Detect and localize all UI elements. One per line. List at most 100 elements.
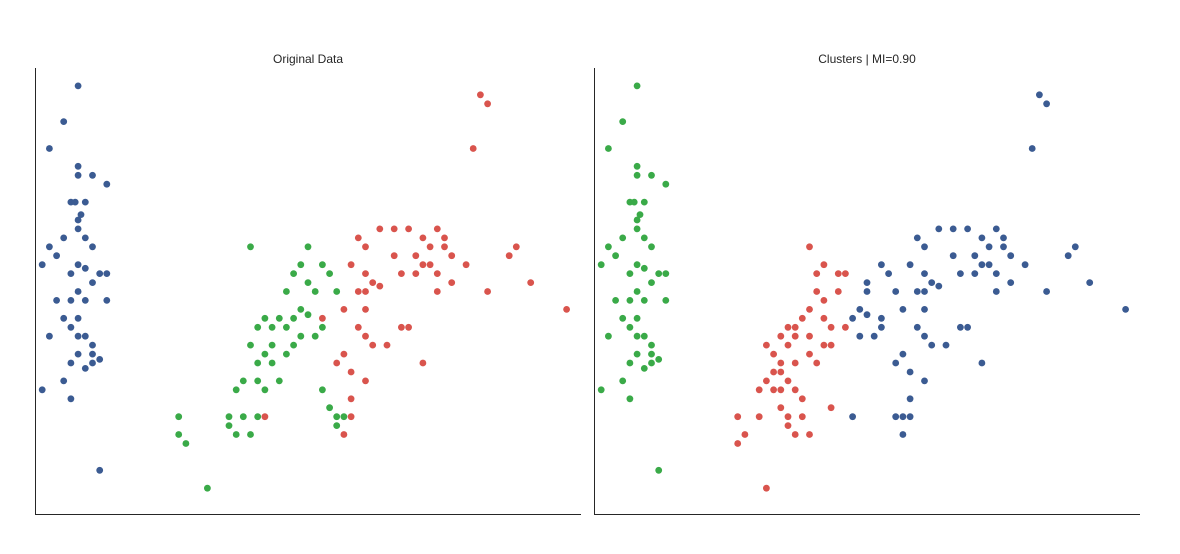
green-data-point [648,341,655,349]
blue-data-point [96,270,104,277]
blue-data-point [985,243,993,251]
red-data-point [448,279,456,286]
red-data-point [791,386,799,394]
red-data-point [376,282,384,290]
red-data-point [806,243,813,251]
green-data-point [633,288,641,295]
blue-data-point [81,365,89,372]
red-data-point [791,323,799,331]
blue-data-point [74,288,82,295]
blue-data-point [957,323,964,331]
blue-data-point [899,431,907,438]
blue-data-point [992,225,1000,233]
green-data-point [319,323,326,331]
red-data-point [820,297,828,304]
green-data-point [626,323,634,331]
red-data-point [398,323,405,331]
red-data-point [390,225,398,233]
red-data-point [362,243,369,251]
blue-data-point [46,332,53,340]
green-data-point [261,386,269,394]
green-data-point [304,311,312,319]
red-data-point [820,261,828,269]
green-data-point [662,270,670,277]
green-data-point [633,332,641,340]
blue-data-point [1000,234,1007,242]
blue-data-point [978,359,986,367]
scatter-plot-clusters [594,68,1140,515]
green-data-point [605,332,612,340]
green-data-point [326,404,333,412]
green-data-point [630,198,638,206]
blue-data-point [849,413,856,421]
red-data-point [784,341,792,349]
blue-data-point [949,225,957,233]
green-data-point [633,261,641,269]
blue-data-point [928,279,936,286]
green-data-point [655,270,663,277]
blue-data-point [89,243,96,251]
green-data-point [633,314,641,322]
blue-data-point [81,264,89,272]
blue-data-point [1007,279,1015,286]
green-data-point [605,145,612,152]
blue-data-point [81,297,89,304]
red-data-point [426,243,434,251]
blue-data-point [913,288,921,295]
blue-data-point [906,395,914,403]
red-data-point [362,332,369,340]
blue-data-point [921,288,928,295]
blue-data-point [1036,91,1043,99]
red-data-point [441,234,448,242]
red-data-point [763,484,770,492]
red-data-point [755,413,763,421]
green-data-point [626,395,634,403]
blue-data-point [885,270,892,277]
blue-data-point [1021,261,1029,269]
green-data-point [340,413,348,421]
red-data-point [770,368,777,376]
blue-data-point [878,314,885,322]
blue-data-point [77,211,85,219]
blue-data-point [74,261,82,269]
green-data-point [261,350,269,358]
blue-data-point [81,332,89,340]
green-data-point [239,377,247,385]
scatter-panel-original: Original Data [35,50,581,515]
blue-data-point [1000,243,1007,251]
red-data-point [261,413,269,421]
blue-data-point [46,243,53,251]
chart-title: Original Data [272,52,344,66]
green-data-point [612,297,619,304]
blue-data-point [906,261,914,269]
scatter-plot-original [35,68,581,515]
red-data-point [398,270,405,277]
green-data-point [633,171,641,179]
green-data-point [633,225,641,233]
red-data-point [354,323,362,331]
red-data-point [340,306,348,313]
blue-data-point [921,270,928,277]
red-data-point [376,225,384,233]
green-data-point [175,431,183,438]
red-data-point [484,100,491,108]
blue-data-point [38,261,46,269]
blue-data-point [103,297,111,304]
blue-data-point [878,261,885,269]
blue-data-point [81,234,89,242]
blue-data-point [1028,145,1036,152]
red-data-point [813,359,821,367]
blue-data-point [878,323,885,331]
green-data-point [640,297,648,304]
blue-data-point [899,306,907,313]
green-data-point [633,216,641,224]
red-data-point [820,314,828,322]
blue-data-point [921,243,928,251]
blue-data-point [928,341,936,349]
blue-data-point [863,311,871,319]
red-data-point [755,386,763,394]
blue-data-point [74,314,82,322]
blue-data-point [1064,252,1072,260]
green-data-point [648,359,655,367]
green-data-point [247,341,254,349]
